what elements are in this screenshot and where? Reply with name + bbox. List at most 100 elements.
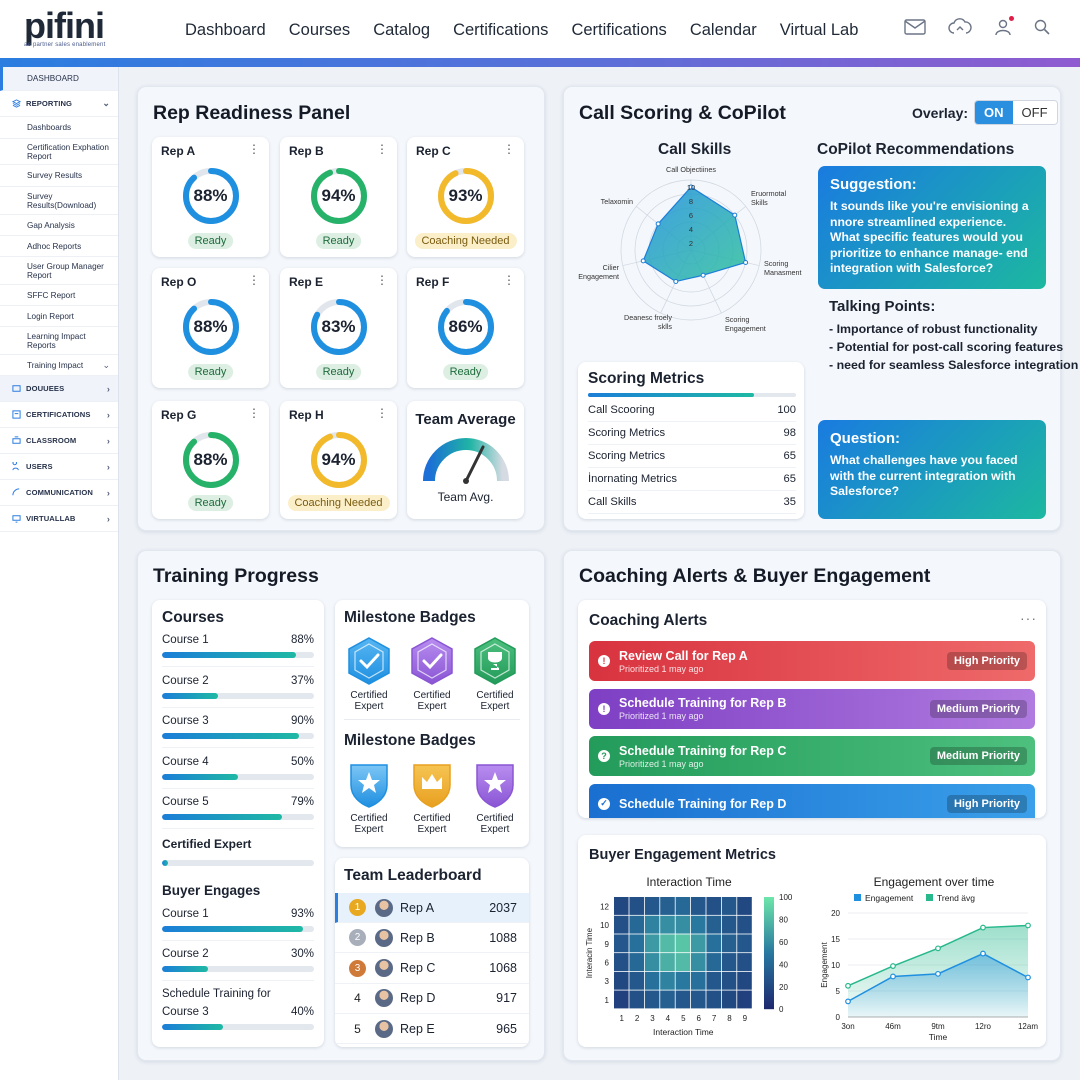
milestone-badge[interactable]: Certified Expert	[465, 759, 525, 835]
rep-card[interactable]: Rep B ⋮ 94% Ready	[280, 137, 397, 257]
certificate-icon	[12, 410, 21, 419]
course-percent: 37%	[290, 674, 314, 687]
sidebar-subitem[interactable]: Dashboards	[0, 117, 118, 139]
nav-calendar[interactable]: Calendar	[689, 21, 757, 39]
courses-title: Courses	[162, 609, 225, 626]
sidebar-subitem[interactable]: Survey Results(Download)	[0, 187, 118, 215]
pifini-logo[interactable]: pifini ae partner sales enablement	[24, 8, 105, 49]
sidebar-section-certifications[interactable]: CERTIFICATIONS ›	[0, 402, 118, 428]
user-notification[interactable]	[994, 16, 1014, 36]
milestone-badge[interactable]: Certified Expert	[402, 759, 462, 835]
rep-card[interactable]: Rep C ⋮ 93% Coaching Needed	[407, 137, 524, 257]
leaderboard-row[interactable]: 3 Rep C 1068	[335, 954, 529, 984]
rep-card[interactable]: Rep O ⋮ 88% Ready	[152, 268, 269, 388]
rep-card[interactable]: Rep H ⋮ 94% Coaching Needed	[280, 401, 397, 519]
sidebar-subitem-label: Training Impact	[27, 360, 84, 370]
kebab-menu-icon[interactable]: ⋮	[248, 273, 260, 287]
radar-axis-label: Telaxomin	[601, 197, 633, 206]
mail-icon[interactable]	[904, 19, 926, 35]
sidebar-subitem[interactable]: Learning Impact Reports	[0, 327, 118, 355]
avatar	[375, 989, 393, 1008]
overlay-toggle[interactable]: ON OFF	[974, 100, 1058, 125]
coaching-alert[interactable]: ? Schedule Training for Rep C Prioritized …	[589, 736, 1035, 776]
course-percent: 40%	[290, 1006, 314, 1018]
cloud-sync-icon[interactable]	[948, 18, 972, 36]
kebab-menu-icon[interactable]: ⋮	[376, 406, 388, 420]
heatmap-cell	[721, 953, 737, 971]
data-point	[845, 982, 851, 989]
sidebar-subitem-label: Login Report	[27, 311, 74, 321]
coaching-alert[interactable]: ! Review Call for Rep A Prioritized 1 may …	[589, 641, 1035, 681]
sidebar-subitem[interactable]: Login Report	[0, 306, 118, 327]
coaching-alert[interactable]: ! Schedule Training for Rep B Prioritized …	[589, 688, 1035, 729]
heatmap-x-tick: 4	[666, 1014, 671, 1023]
sidebar-section-reporting[interactable]: REPORTING ⌄	[0, 91, 118, 117]
sidebar-section-classroom[interactable]: CLASSROOM ›	[0, 428, 118, 454]
sidebar-subitem[interactable]: SFFC Report	[0, 285, 118, 306]
heatmap-cell	[629, 953, 644, 971]
sidebar-subitem-label: Gap Analysis	[27, 220, 75, 230]
buyer-engagement-card: Buyer Engagement Metrics Interaction Tim…	[578, 835, 1046, 1047]
kebab-menu-icon[interactable]: ⋮	[376, 273, 388, 287]
milestone-badge[interactable]: Certified Expert	[339, 636, 399, 712]
virtual-lab-icon	[12, 515, 21, 523]
overlay-off-button[interactable]: OFF	[1012, 101, 1057, 124]
sidebar-section-users[interactable]: USERS ›	[0, 454, 118, 480]
sidebar-subitem[interactable]: Training Impact ⌄	[0, 355, 118, 376]
heatmap-cell	[660, 971, 675, 990]
rep-card[interactable]: Rep E ⋮ 83% Ready	[280, 268, 397, 388]
sidebar-subitem[interactable]: Gap Analysis	[0, 215, 118, 236]
nav-dashboard[interactable]: Dashboard	[185, 21, 266, 39]
nav-catalog[interactable]: Catalog	[373, 21, 431, 39]
search-icon[interactable]	[1034, 19, 1050, 35]
milestone-badge[interactable]: Certified Expert	[339, 759, 399, 835]
kebab-menu-icon[interactable]: ⋮	[248, 406, 260, 420]
sidebar-subitem[interactable]: Certification Exphation Report	[0, 139, 118, 165]
nav-courses[interactable]: Courses	[288, 21, 351, 39]
status-badge: Ready	[315, 364, 362, 380]
kebab-menu-icon[interactable]: ⋮	[503, 142, 515, 156]
metric-label: Scoring Metrics	[588, 427, 666, 439]
rep-score: 2037	[489, 900, 517, 915]
kebab-menu-icon[interactable]: ⋮	[248, 142, 260, 156]
readiness-arc	[182, 168, 239, 224]
scoring-metrics-title: Scoring Metrics	[588, 370, 705, 387]
leaderboard-row[interactable]: 2 Rep B 1088	[335, 923, 529, 954]
heatmap-x-tick: 9	[743, 1014, 748, 1023]
rep-score: 965	[496, 1021, 517, 1036]
leaderboard-row[interactable]: 4 Rep D 917	[335, 984, 529, 1014]
progress-fill	[162, 692, 219, 699]
sidebar-subitem[interactable]: Adhoc Reports	[0, 236, 118, 257]
sidebar-subitem[interactable]: Survey Results	[0, 165, 118, 187]
sidebar-section-virtuallab[interactable]: VIRTUALLAB ›	[0, 506, 118, 532]
kebab-menu-icon[interactable]: ⋮	[376, 142, 388, 156]
overlay-label: Overlay:	[912, 104, 969, 121]
course-label: Course 4	[162, 755, 209, 768]
more-icon[interactable]: ···	[1020, 610, 1037, 626]
rep-card[interactable]: Rep F ⋮ 86% Ready	[407, 268, 524, 388]
leaderboard-row[interactable]: 1 Rep A 2037	[335, 893, 529, 923]
certified-expert-row: Certified Expert	[162, 837, 314, 866]
nav-certifications[interactable]: Certifications	[453, 21, 549, 39]
certified-expert-label: Certified Expert	[162, 837, 252, 851]
radar-point	[732, 212, 738, 218]
sidebar-subitem[interactable]: User Group Manager Report	[0, 257, 118, 285]
nav-certifications-2[interactable]: Certifications	[571, 21, 667, 39]
leaderboard-row[interactable]: 5 Rep E 965	[335, 1014, 529, 1045]
heatmap-y-tick: 1	[605, 996, 610, 1005]
nav-virtual-lab[interactable]: Virtual Lab	[779, 21, 859, 39]
sidebar-item-dashboard[interactable]: DASHBOARD	[0, 67, 118, 91]
sidebar-section-douuees[interactable]: DOUUEES ›	[0, 376, 118, 402]
sidebar-subitem-label: Dashboards	[27, 123, 72, 132]
rep-card[interactable]: Rep G ⋮ 88% Ready	[152, 401, 269, 519]
heatmap-cell	[691, 971, 706, 990]
data-point	[1025, 922, 1031, 929]
sidebar-section-communication[interactable]: COMMUNICATION ›	[0, 480, 118, 506]
kebab-menu-icon[interactable]: ⋮	[503, 273, 515, 287]
milestone-badge[interactable]: Certified Expert	[465, 636, 525, 712]
coaching-alert[interactable]: ✓ Schedule Training for Rep D High Priorit…	[589, 783, 1035, 818]
milestone-badge[interactable]: Certified Expert	[402, 636, 462, 712]
heatmap-y-label: Interacin Time	[585, 927, 594, 978]
overlay-on-button[interactable]: ON	[975, 101, 1013, 124]
rep-card[interactable]: Rep A ⋮ 88% Ready	[152, 137, 269, 257]
